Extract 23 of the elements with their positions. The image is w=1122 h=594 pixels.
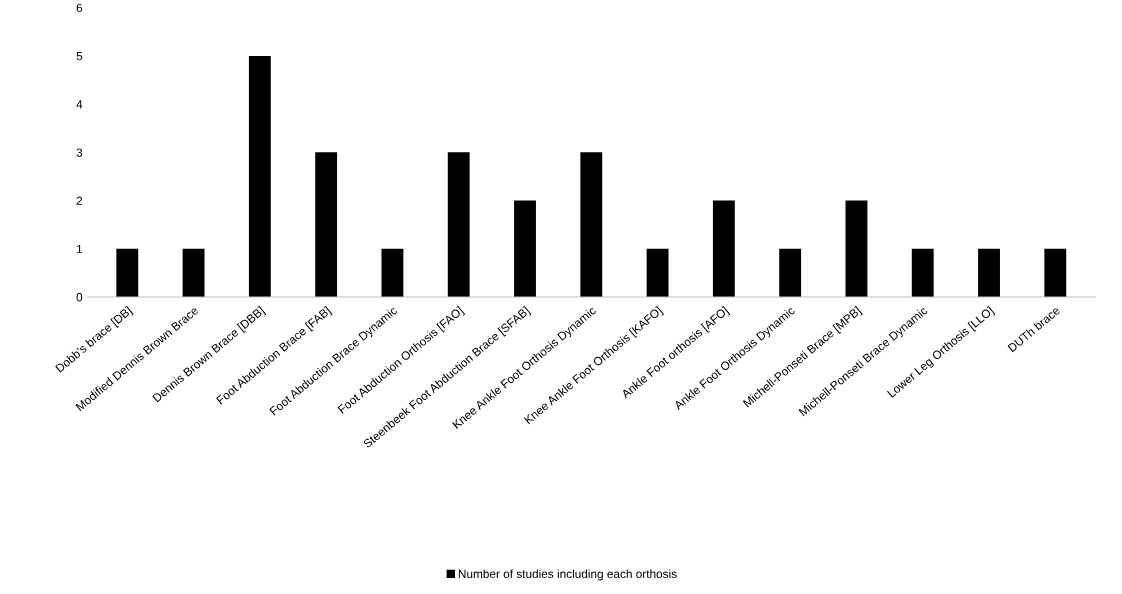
bar (712, 200, 735, 297)
legend-label: Number of studies including each orthosis (458, 569, 677, 581)
bar (514, 200, 536, 297)
y-tick-label: 1 (76, 244, 83, 254)
bar (447, 152, 470, 297)
y-tick-label: 4 (76, 100, 83, 109)
bar (911, 248, 934, 297)
bar (116, 248, 139, 297)
y-tick-label: 5 (76, 52, 83, 61)
y-tick-label: 2 (76, 196, 83, 205)
bar (580, 152, 603, 297)
bar (978, 248, 1000, 297)
bar (1044, 248, 1067, 297)
bar (845, 200, 868, 297)
bar (646, 248, 669, 297)
bar (779, 248, 802, 297)
bar (182, 248, 205, 297)
y-tick-label: 0 (76, 293, 83, 302)
y-tick-label: 6 (76, 3, 83, 13)
bar (315, 152, 338, 297)
y-tick-label: 3 (76, 148, 83, 157)
bar (248, 55, 271, 297)
bar (381, 248, 404, 297)
